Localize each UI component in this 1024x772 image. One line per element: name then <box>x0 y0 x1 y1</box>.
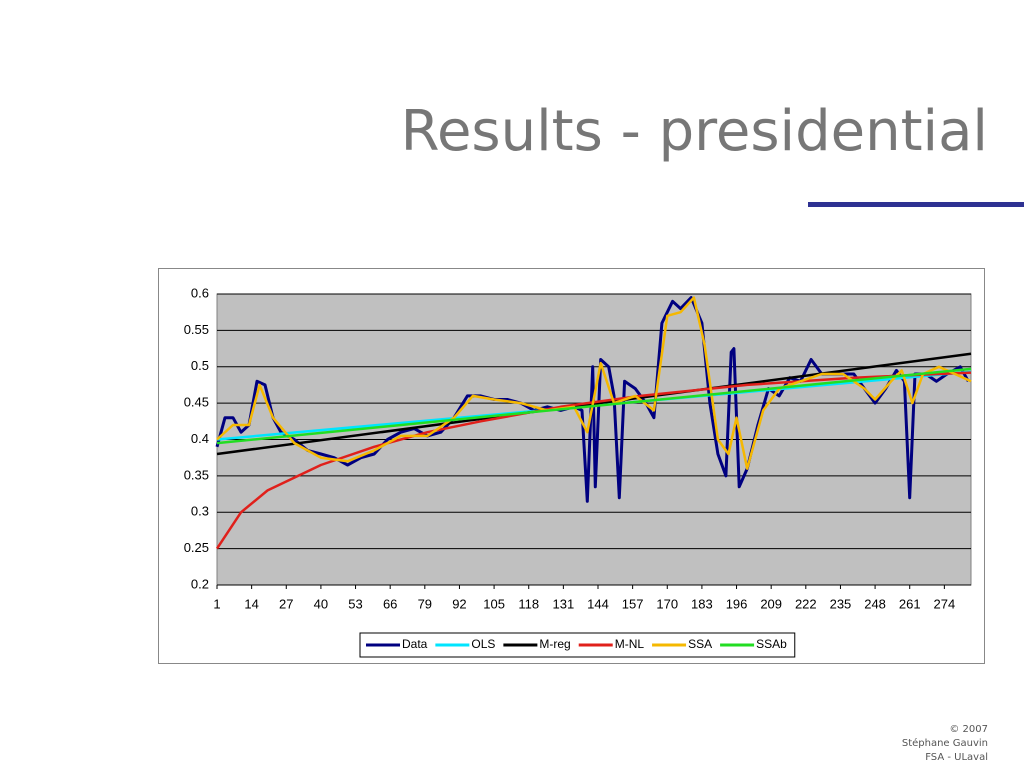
x-tick-label: 27 <box>279 596 293 611</box>
legend-label: SSAb <box>756 637 787 651</box>
y-tick-label: 0.25 <box>184 540 209 555</box>
x-tick-label: 183 <box>691 596 713 611</box>
x-tick-label: 235 <box>830 596 852 611</box>
y-tick-label: 0.3 <box>191 504 209 519</box>
footer-line: FSA - ULaval <box>925 752 988 763</box>
y-tick-label: 0.5 <box>191 358 209 373</box>
y-tick-label: 0.45 <box>184 395 209 410</box>
series-line <box>215 371 972 550</box>
x-tick-label: 131 <box>553 596 575 611</box>
x-tick-label: 144 <box>587 596 609 611</box>
x-tick-label: 170 <box>656 596 678 611</box>
y-tick-label: 0.6 <box>191 285 209 300</box>
x-tick-label: 14 <box>244 596 258 611</box>
y-tick-label: 0.4 <box>191 431 209 446</box>
x-tick-label: 79 <box>418 596 432 611</box>
x-tick-label: 209 <box>760 596 782 611</box>
slide-title: Results - presidential <box>401 99 988 164</box>
footer-line: © 2007 <box>949 724 988 735</box>
x-tick-label: 66 <box>383 596 397 611</box>
series-line <box>216 296 972 470</box>
legend-label: SSA <box>688 637 712 651</box>
x-tick-label: 248 <box>864 596 886 611</box>
x-tick-label: 196 <box>726 596 748 611</box>
y-tick-label: 0.35 <box>184 467 209 482</box>
series-line <box>216 367 972 445</box>
x-tick-label: 105 <box>483 596 505 611</box>
x-tick-label: 1 <box>213 596 220 611</box>
x-tick-label: 274 <box>934 596 956 611</box>
chart: 0.2 0.25 0.3 0.35 0.4 0.45 0.5 0.55 0.6 1 14 27 40 53… <box>184 285 972 658</box>
legend-label: Data <box>402 637 428 651</box>
x-tick-label: 222 <box>795 596 817 611</box>
legend-label: M-reg <box>539 637 570 651</box>
x-tick-label: 118 <box>518 596 539 611</box>
x-tick-label: 92 <box>452 596 466 611</box>
x-tick-label: 261 <box>899 596 921 611</box>
legend-label: OLS <box>471 637 495 651</box>
y-tick-label: 0.55 <box>184 322 209 337</box>
x-tick-label: 157 <box>622 596 644 611</box>
legend-label: M-NL <box>615 637 645 651</box>
title-rule <box>808 202 1024 207</box>
x-tick-label: 40 <box>314 596 328 611</box>
legend: Data OLS M-reg M-NL SSA SSAb <box>359 632 796 658</box>
y-tick-label: 0.2 <box>191 576 209 591</box>
footer-line: Stéphane Gauvin <box>902 737 988 749</box>
x-tick-label: 53 <box>348 596 362 611</box>
series-line <box>215 296 970 503</box>
